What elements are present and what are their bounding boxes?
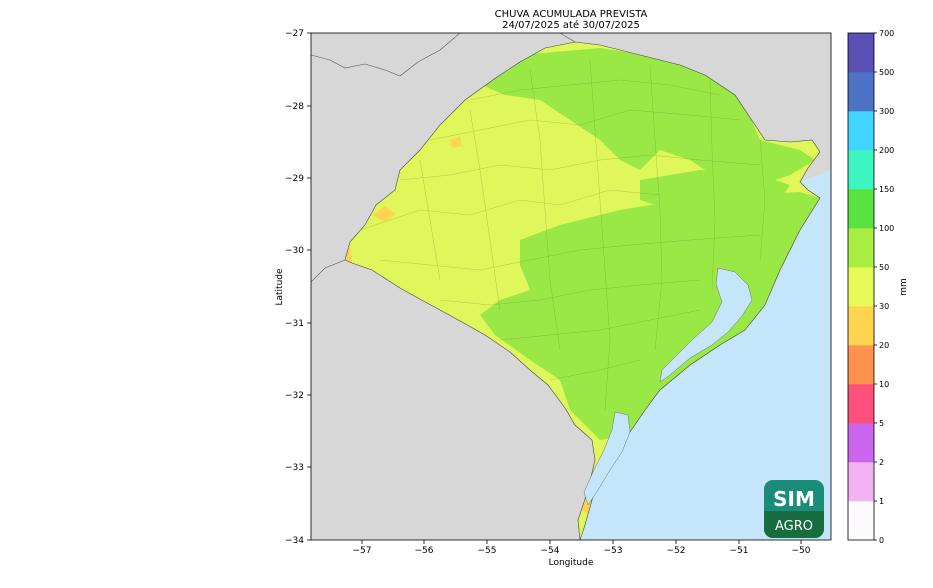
logo-text-agro: AGRO [775, 519, 813, 534]
x-tick-label: −51 [730, 546, 749, 556]
colorbar-swatch [848, 462, 874, 502]
y-axis-label: Latitude [275, 268, 285, 306]
country-border [311, 33, 461, 77]
x-tick-label: −57 [353, 546, 372, 556]
colorbar-swatch [848, 228, 874, 268]
x-tick-label: −52 [667, 546, 686, 556]
colorbar-label: 0 [879, 536, 884, 545]
colorbar: 0 1 2 5 10 20 30 50 100 150 200 300 500 700 [847, 29, 894, 545]
rain-zone-50-100 [640, 170, 790, 210]
rain-zone-20-30 [372, 206, 396, 222]
colorbar-swatch [848, 345, 874, 385]
x-tick-label: −56 [415, 546, 434, 556]
lagoa-dos-patos [659, 267, 753, 383]
colorbar-swatch [848, 72, 874, 112]
country-border [559, 33, 576, 43]
y-axis: −27 −28 −29 −30 −31 −32 −33 −34 Latitude [275, 29, 311, 546]
map-subtitle: 24/07/2025 até 30/07/2025 [502, 20, 640, 31]
colorbar-label: 700 [879, 29, 894, 38]
y-tick-label: −30 [285, 246, 304, 256]
colorbar-label: 200 [879, 146, 894, 155]
colorbar-swatch [848, 306, 874, 346]
colorbar-label: 300 [879, 107, 894, 116]
colorbar-label: 5 [879, 419, 884, 428]
map-title: CHUVA ACUMULADA PREVISTA [494, 9, 648, 20]
colorbar-label: 50 [879, 263, 889, 272]
colorbar-label: 20 [879, 341, 889, 350]
colorbar-swatch [848, 33, 874, 73]
y-tick-label: −28 [285, 102, 304, 112]
lagoa-mirim [583, 411, 631, 506]
colorbar-label: 150 [879, 185, 894, 194]
ocean [578, 170, 831, 540]
y-tick-label: −33 [285, 463, 304, 473]
colorbar-swatch [848, 111, 874, 151]
colorbar-swatch [848, 384, 874, 424]
x-axis: −57 −56 −55 −54 −53 −52 −51 −50 Longitud… [353, 540, 811, 568]
map-frame [310, 32, 832, 541]
colorbar-label: 2 [879, 458, 884, 467]
rain-zone-20-30 [450, 136, 462, 148]
x-tick-label: −53 [604, 546, 623, 556]
x-tick-label: −50 [792, 546, 811, 556]
x-axis-label: Longitude [549, 558, 594, 568]
y-tick-label: −34 [285, 536, 304, 546]
rain-zone-50-100 [480, 192, 820, 440]
colorbar-swatch [848, 267, 874, 307]
rain-zone-50-100 [470, 48, 815, 185]
colorbar-label: 30 [879, 302, 889, 311]
colorbar-label: 500 [879, 68, 894, 77]
colorbar-swatch [848, 150, 874, 190]
colorbar-label: 1 [879, 497, 884, 506]
colorbar-swatch [848, 501, 874, 541]
colorbar-swatch [848, 189, 874, 229]
colorbar-label: 10 [879, 380, 889, 389]
colorbar-frame [847, 32, 875, 541]
country-border [311, 259, 346, 283]
x-tick-label: −54 [541, 546, 560, 556]
colorbar-swatch [848, 423, 874, 463]
colorbar-label: 100 [879, 224, 894, 233]
logo-text-sim: SIM [773, 487, 815, 511]
sim-agro-logo: SIM AGRO [764, 480, 824, 538]
y-tick-label: −32 [285, 391, 304, 401]
municipal-boundaries [359, 59, 766, 411]
y-tick-label: −27 [285, 29, 304, 39]
y-tick-label: −29 [285, 174, 304, 184]
colorbar-unit-label: mm [899, 278, 909, 296]
y-tick-label: −31 [285, 319, 304, 329]
x-tick-label: −55 [478, 546, 497, 556]
